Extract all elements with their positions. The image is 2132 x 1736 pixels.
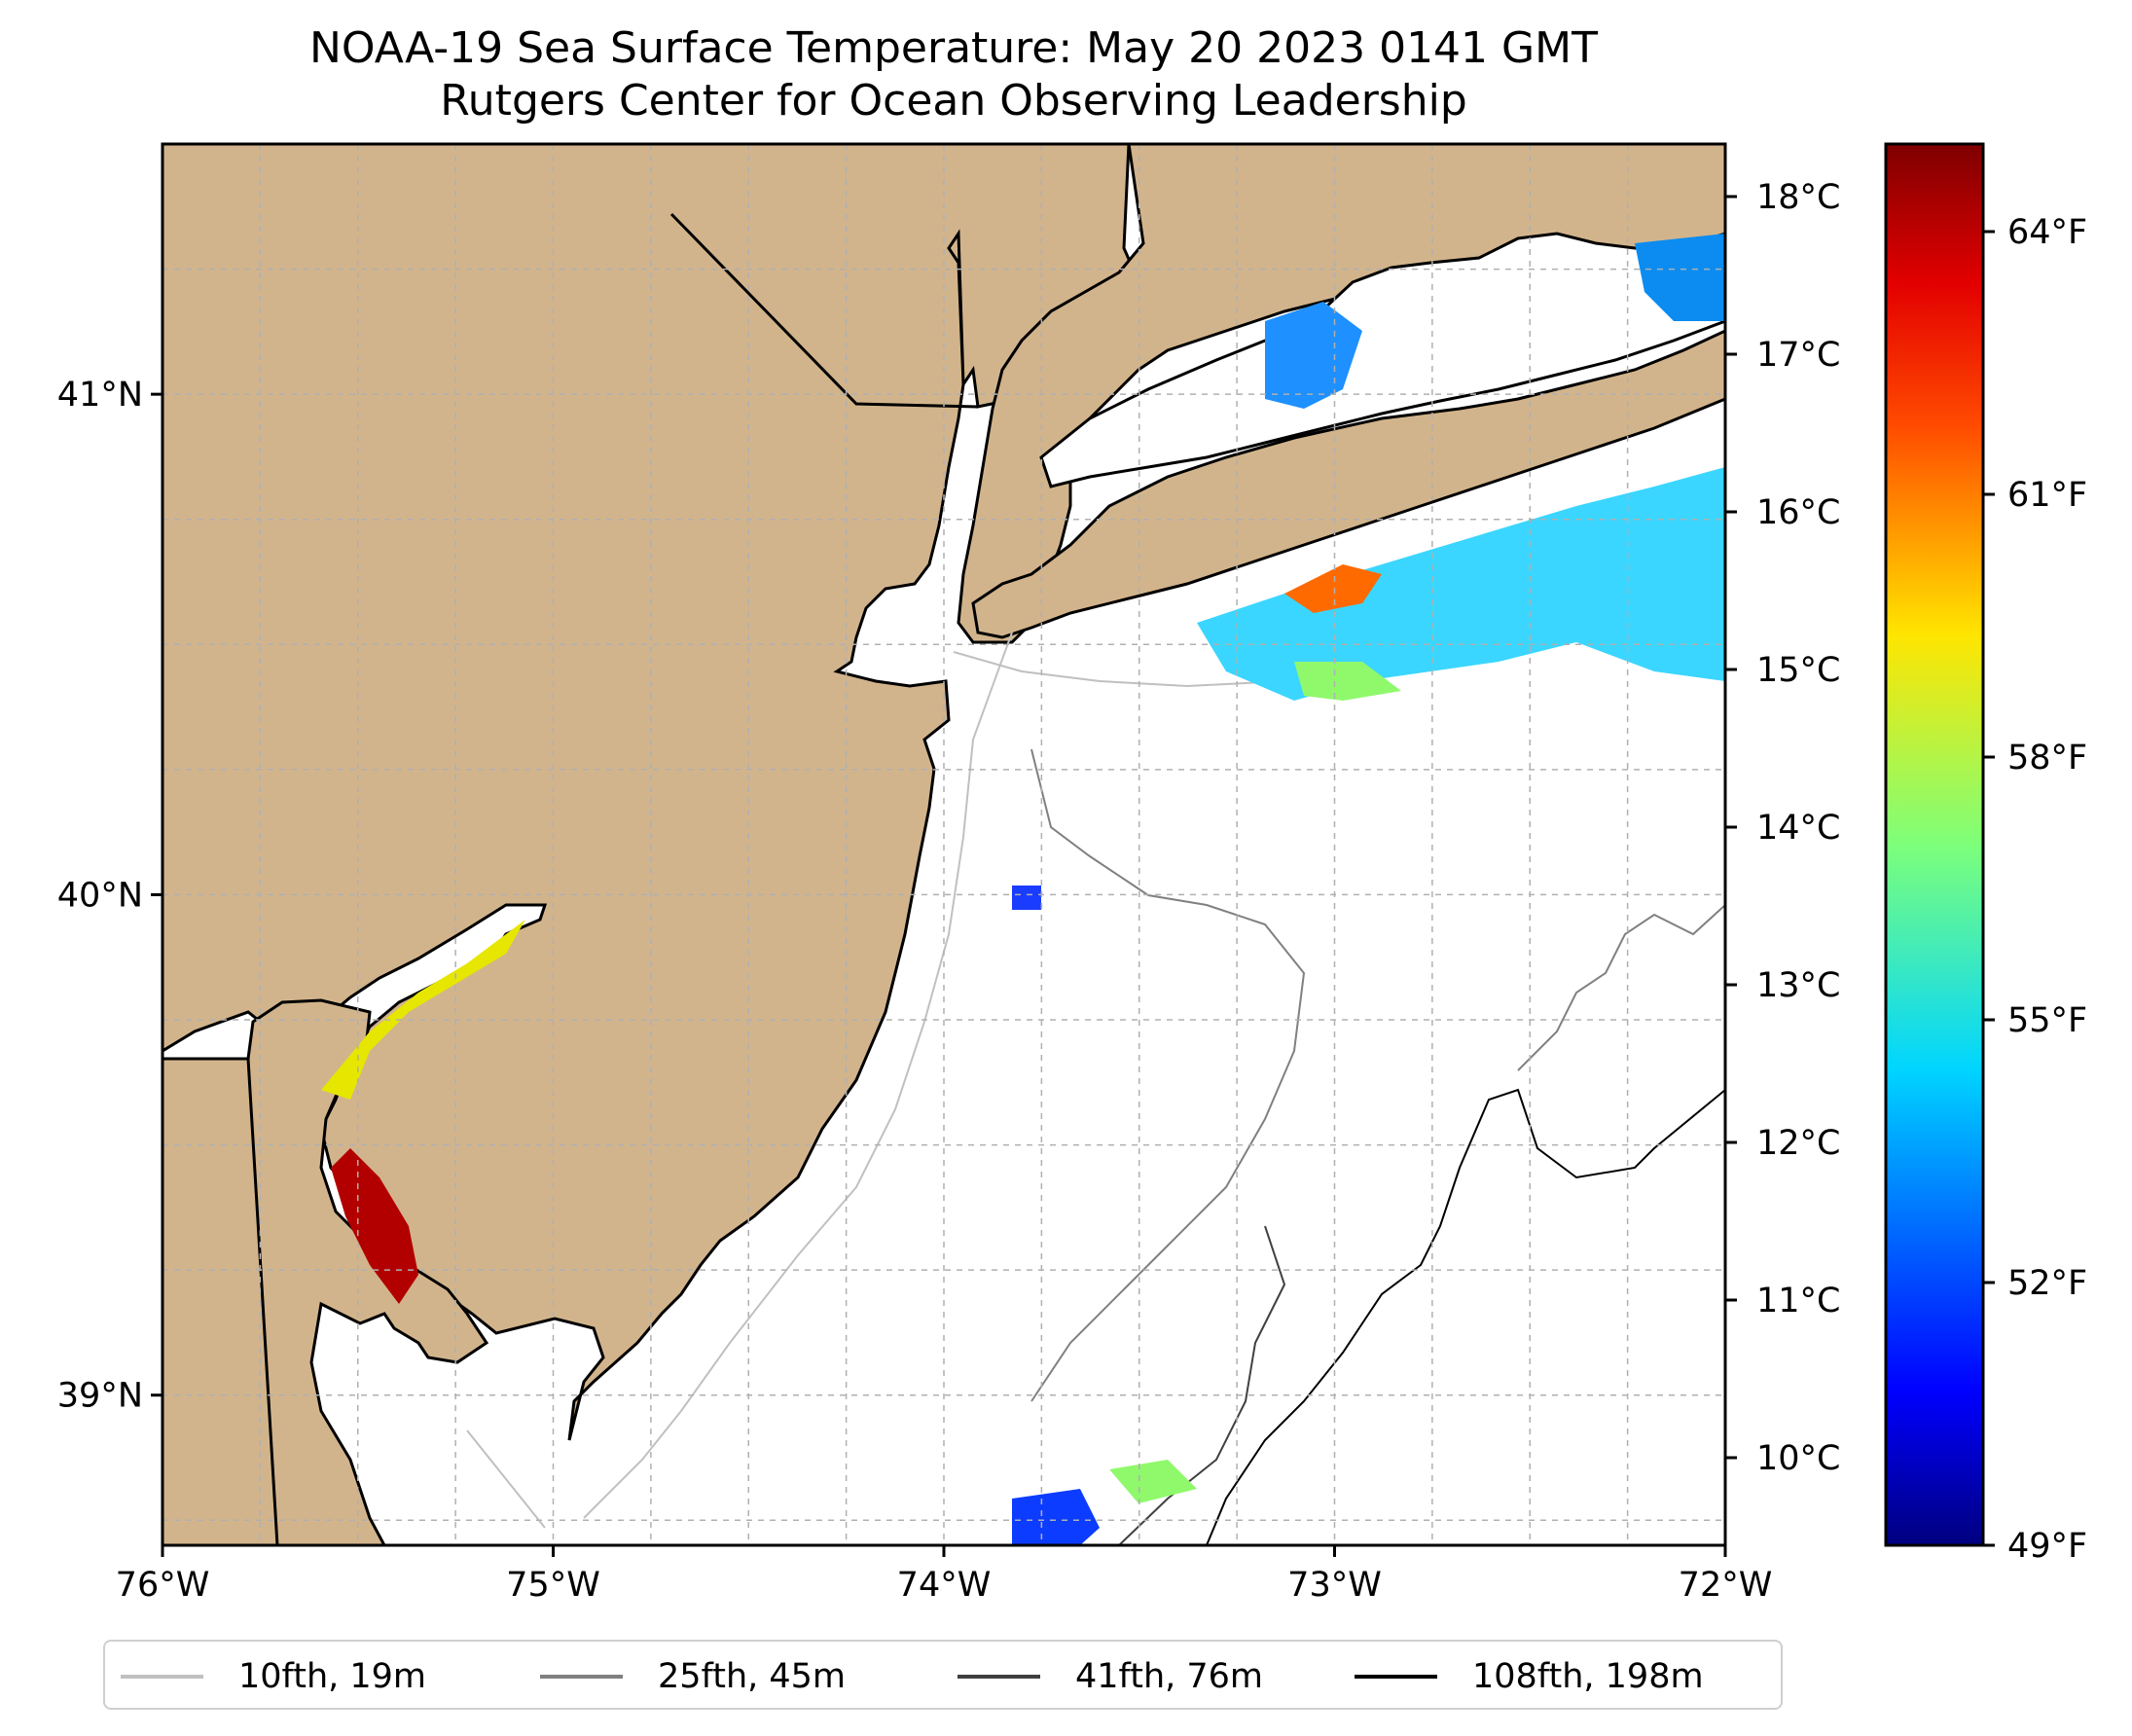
legend-line-swatch xyxy=(958,1675,1040,1679)
celsius-tick-label: 15°C xyxy=(1756,651,1840,690)
map-title: NOAA-19 Sea Surface Temperature: May 20 … xyxy=(309,23,1598,73)
colorbar xyxy=(1884,142,1985,1547)
celsius-tick-label: 13°C xyxy=(1756,966,1840,1005)
x-tick-label: 73°W xyxy=(1287,1566,1382,1605)
legend-item-41fth: 41fth, 76m xyxy=(958,1655,1263,1698)
x-tick-label: 74°W xyxy=(897,1566,992,1605)
legend: 10fth, 19m 25fth, 45m 41fth, 76m 108fth,… xyxy=(103,1640,1783,1710)
legend-label: 108fth, 198m xyxy=(1472,1657,1704,1696)
celsius-tick-label: 12°C xyxy=(1756,1124,1840,1163)
x-tick-label: 76°W xyxy=(116,1566,210,1605)
legend-item-10fth: 10fth, 19m xyxy=(121,1655,426,1698)
celsius-tick-label: 17°C xyxy=(1756,336,1840,375)
legend-label: 10fth, 19m xyxy=(238,1657,427,1696)
celsius-tick-label: 14°C xyxy=(1756,809,1840,848)
legend-label: 25fth, 45m xyxy=(658,1657,847,1696)
x-tick-label: 72°W xyxy=(1679,1566,1773,1605)
y-axis-ticks: 41°N 40°N 39°N xyxy=(57,376,163,1416)
map-plot-area xyxy=(163,144,1725,1545)
land-delaware xyxy=(163,998,489,1545)
sst-patches xyxy=(321,234,1725,1545)
fahrenheit-ticks: 49°F 52°F 55°F 58°F 61°F 64°F xyxy=(1983,213,2087,1566)
x-tick-label: 75°W xyxy=(506,1566,600,1605)
land-nj-pa xyxy=(163,144,1145,1441)
legend-item-25fth: 25fth, 45m xyxy=(540,1655,846,1698)
y-tick-label: 41°N xyxy=(57,376,143,415)
fahrenheit-tick-label: 52°F xyxy=(2007,1264,2087,1303)
fahrenheit-tick-label: 64°F xyxy=(2007,213,2087,252)
y-tick-label: 39°N xyxy=(57,1377,143,1416)
celsius-tick-label: 10°C xyxy=(1756,1439,1840,1478)
fahrenheit-tick-label: 49°F xyxy=(2007,1527,2087,1566)
legend-line-swatch xyxy=(121,1675,203,1679)
legend-line-swatch xyxy=(540,1675,623,1679)
celsius-tick-label: 18°C xyxy=(1756,178,1840,217)
legend-item-108fth: 108fth, 198m xyxy=(1355,1655,1704,1698)
y-tick-label: 40°N xyxy=(57,876,143,915)
legend-line-swatch xyxy=(1355,1675,1437,1679)
celsius-tick-label: 16°C xyxy=(1756,493,1840,532)
fahrenheit-tick-label: 55°F xyxy=(2007,1001,2087,1040)
fahrenheit-tick-label: 61°F xyxy=(2007,476,2087,515)
map-subtitle: Rutgers Center for Ocean Observing Leade… xyxy=(440,76,1467,126)
fahrenheit-tick-label: 58°F xyxy=(2007,739,2087,778)
land-long-island xyxy=(971,329,1725,639)
x-axis-ticks: 76°W 75°W 74°W 73°W 72°W xyxy=(116,1545,1773,1605)
celsius-ticks: 10°C 11°C 12°C 13°C 14°C 15°C 16°C 17°C 18°C xyxy=(1725,178,1840,1478)
legend-label: 41fth, 76m xyxy=(1075,1657,1264,1696)
celsius-tick-label: 11°C xyxy=(1756,1282,1840,1320)
